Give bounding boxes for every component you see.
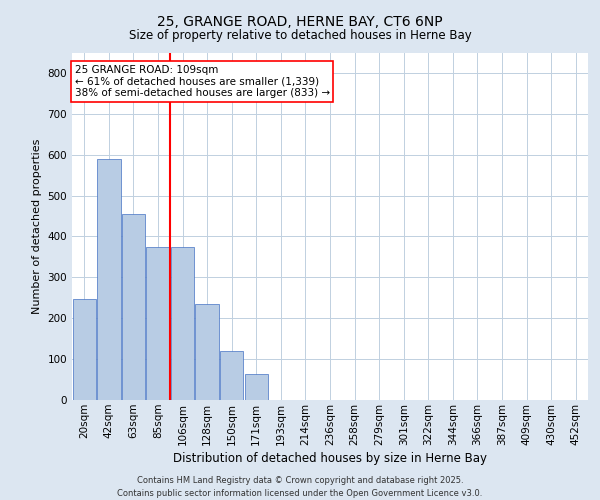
Text: Size of property relative to detached houses in Herne Bay: Size of property relative to detached ho… xyxy=(128,29,472,42)
X-axis label: Distribution of detached houses by size in Herne Bay: Distribution of detached houses by size … xyxy=(173,452,487,465)
Bar xyxy=(146,246,170,400)
Text: Contains public sector information licensed under the Open Government Licence v3: Contains public sector information licen… xyxy=(118,489,482,498)
Bar xyxy=(73,298,96,400)
Bar xyxy=(97,159,121,400)
Bar xyxy=(245,374,268,400)
Y-axis label: Number of detached properties: Number of detached properties xyxy=(32,138,42,314)
Text: Contains HM Land Registry data © Crown copyright and database right 2025.: Contains HM Land Registry data © Crown c… xyxy=(137,476,463,485)
Text: 25, GRANGE ROAD, HERNE BAY, CT6 6NP: 25, GRANGE ROAD, HERNE BAY, CT6 6NP xyxy=(157,15,443,29)
Text: 25 GRANGE ROAD: 109sqm
← 61% of detached houses are smaller (1,339)
38% of semi-: 25 GRANGE ROAD: 109sqm ← 61% of detached… xyxy=(74,64,330,98)
Bar xyxy=(196,304,219,400)
Bar xyxy=(171,246,194,400)
Bar xyxy=(220,351,244,400)
Bar xyxy=(122,214,145,400)
